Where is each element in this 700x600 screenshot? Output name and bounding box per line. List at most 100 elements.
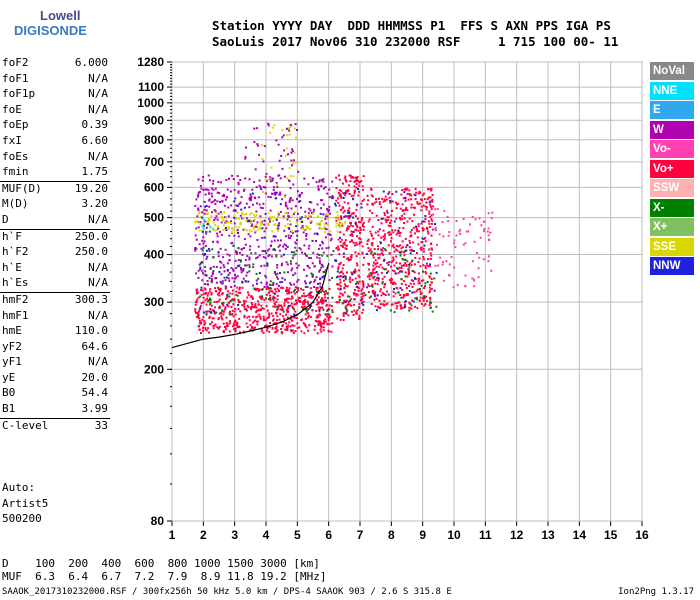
echo-point [422, 297, 424, 300]
echo-point [200, 286, 203, 289]
echo-point [264, 186, 267, 189]
echo-point [324, 236, 327, 239]
echo-point [420, 248, 423, 251]
param-key: foF1 [2, 71, 29, 85]
echo-point [204, 253, 207, 255]
echo-point [225, 216, 228, 219]
echo-point [393, 311, 396, 314]
echo-point [263, 236, 266, 239]
echo-point [284, 247, 287, 250]
echo-point [424, 215, 427, 217]
echo-point [259, 215, 262, 218]
echo-point [422, 264, 425, 267]
y-tick-label: 900 [144, 113, 164, 127]
echo-point [362, 263, 365, 266]
echo-point [242, 228, 245, 231]
echo-point [336, 317, 339, 320]
echo-point [291, 305, 294, 308]
echo-point [320, 326, 323, 329]
echo-point [337, 201, 340, 204]
echo-point [408, 290, 411, 292]
echo-point [453, 242, 456, 245]
echo-point [374, 259, 377, 262]
echo-point [265, 252, 268, 254]
echo-point [297, 264, 300, 267]
echo-point [349, 215, 352, 218]
echo-point [347, 300, 350, 303]
echo-point [391, 260, 394, 263]
echo-point [429, 196, 432, 199]
echo-point [317, 215, 319, 218]
echo-point [224, 285, 227, 288]
echo-point [255, 225, 258, 228]
echo-point [302, 231, 305, 234]
echo-point [197, 226, 200, 229]
echo-point [361, 251, 364, 254]
echo-point [412, 279, 415, 282]
echo-point [245, 213, 247, 215]
echo-point [303, 305, 306, 308]
echo-point [268, 314, 271, 316]
echo-point [273, 292, 276, 295]
echo-point [234, 313, 237, 316]
echo-point [442, 235, 445, 238]
echo-point [426, 299, 428, 302]
echo-point [220, 233, 223, 236]
echo-point [296, 219, 299, 222]
echo-point [228, 330, 231, 333]
echo-point [354, 222, 357, 225]
echo-point [211, 273, 214, 276]
echo-point [305, 326, 308, 329]
echo-point [245, 264, 248, 267]
echo-point [304, 280, 306, 283]
echo-point [421, 194, 424, 197]
echo-point [275, 283, 278, 286]
echo-point [302, 292, 305, 295]
echo-point [426, 228, 429, 230]
echo-point [233, 285, 236, 287]
param-row: h`F2 250.0 [0, 245, 110, 261]
echo-point [245, 309, 248, 312]
echo-point [326, 297, 329, 300]
echo-point [296, 317, 299, 319]
echo-point [307, 212, 310, 215]
echo-point [409, 252, 412, 255]
echo-point [246, 229, 248, 232]
echo-point [427, 220, 430, 223]
echo-point [419, 202, 422, 205]
echo-point [209, 303, 211, 306]
echo-point [335, 219, 338, 222]
echo-point [240, 267, 242, 269]
echo-point [206, 294, 209, 297]
echo-point [205, 226, 208, 229]
echo-point [409, 282, 412, 285]
echo-point [231, 174, 234, 177]
echo-point [465, 230, 468, 233]
echo-point [284, 299, 287, 302]
echo-point [246, 296, 249, 299]
param-row: B1 3.99 [0, 402, 110, 418]
echo-point [197, 276, 200, 279]
echo-point [304, 282, 307, 285]
echo-point [464, 274, 467, 277]
echo-point [373, 248, 376, 250]
echo-point [240, 208, 243, 211]
echo-point [285, 328, 288, 331]
echo-point [428, 286, 431, 289]
echo-point [227, 302, 230, 305]
echo-point [342, 206, 345, 209]
echo-point [381, 280, 384, 283]
echo-point [254, 168, 257, 171]
echo-point [248, 248, 251, 251]
echo-point [196, 215, 199, 218]
echo-point [318, 309, 321, 312]
echo-point [200, 302, 203, 305]
echo-point [407, 270, 410, 273]
echo-point [334, 259, 337, 262]
echo-point [225, 297, 227, 300]
echo-point [329, 315, 332, 318]
echo-point [291, 230, 294, 232]
echo-point [197, 191, 200, 194]
echo-point [370, 250, 373, 253]
echo-point [335, 176, 338, 179]
